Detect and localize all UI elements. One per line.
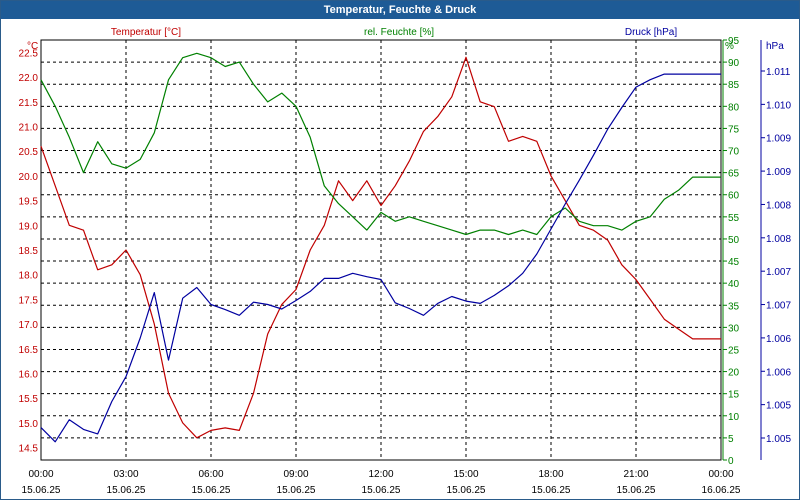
temperature-unit-label: °C bbox=[27, 41, 38, 52]
temperature-tick-label: 17.5 bbox=[19, 295, 39, 306]
humidity-tick-label: 80 bbox=[728, 102, 740, 113]
humidity-axis-title: rel. Feuchte [%] bbox=[364, 27, 434, 38]
x-tick-time: 00:00 bbox=[28, 469, 53, 480]
humidity-series-line bbox=[40, 52, 721, 236]
humidity-tick-label: 45 bbox=[728, 257, 740, 268]
humidity-tick-label: 25 bbox=[728, 345, 740, 356]
pressure-tick-label: 1.010 bbox=[766, 100, 791, 111]
temperature-tick-label: 19.0 bbox=[19, 221, 39, 232]
temperature-tick-label: 18.5 bbox=[19, 246, 39, 257]
x-tick-date: 15.06.25 bbox=[362, 485, 401, 496]
pressure-tick-label: 1.011 bbox=[766, 67, 791, 78]
temperature-axis-title: Temperatur [°C] bbox=[111, 27, 181, 38]
pressure-tick-label: 1.009 bbox=[766, 134, 791, 145]
humidity-tick-label: 85 bbox=[728, 80, 740, 91]
temperature-tick-label: 22.5 bbox=[19, 48, 39, 59]
temperature-tick-label: 19.5 bbox=[19, 197, 39, 208]
humidity-tick-label: 90 bbox=[728, 58, 740, 69]
plot-frame bbox=[40, 39, 722, 461]
pressure-tick-label: 1.007 bbox=[766, 301, 791, 312]
humidity-tick-label: 5 bbox=[728, 434, 734, 445]
temperature-tick-label: 21.5 bbox=[19, 98, 39, 109]
series bbox=[40, 52, 721, 443]
temperature-tick-label: 22.0 bbox=[19, 73, 39, 84]
temperature-tick-label: 14.5 bbox=[19, 444, 39, 455]
humidity-unit-label: % bbox=[725, 41, 734, 52]
pressure-tick-label: 1.006 bbox=[766, 334, 791, 345]
grid bbox=[41, 40, 721, 460]
humidity-tick-label: 20 bbox=[728, 368, 740, 379]
humidity-tick-label: 65 bbox=[728, 169, 740, 180]
humidity-tick-label: 75 bbox=[728, 124, 740, 135]
humidity-tick-label: 0 bbox=[728, 456, 734, 467]
x-tick-date: 15.06.25 bbox=[277, 485, 316, 496]
x-tick-date: 15.06.25 bbox=[447, 485, 486, 496]
humidity-tick-label: 30 bbox=[728, 323, 740, 334]
x-tick-date: 15.06.25 bbox=[107, 485, 146, 496]
pressure-tick-label: 1.008 bbox=[766, 200, 791, 211]
x-tick-date: 16.06.25 bbox=[702, 485, 741, 496]
x-tick-date: 15.06.25 bbox=[617, 485, 656, 496]
axes: 00:00 15.06.25 03:00 15.06.25 06:00 15.06.25 0… bbox=[19, 36, 792, 496]
pressure-tick-label: 1.005 bbox=[766, 434, 791, 445]
humidity-tick-label: 10 bbox=[728, 412, 740, 423]
pressure-unit-label: hPa bbox=[766, 41, 784, 52]
x-tick-time: 09:00 bbox=[283, 469, 308, 480]
x-tick-time: 18:00 bbox=[538, 469, 563, 480]
temperature-tick-label: 20.5 bbox=[19, 147, 39, 158]
pressure-tick-label: 1.007 bbox=[766, 267, 791, 278]
x-tick-time: 21:00 bbox=[623, 469, 648, 480]
temperature-tick-label: 18.0 bbox=[19, 271, 39, 282]
x-tick-time: 12:00 bbox=[368, 469, 393, 480]
x-tick-time: 00:00 bbox=[708, 469, 733, 480]
humidity-tick-label: 50 bbox=[728, 235, 740, 246]
pressure-tick-label: 1.006 bbox=[766, 367, 791, 378]
humidity-tick-label: 55 bbox=[728, 213, 740, 224]
temperature-series-line bbox=[40, 56, 721, 439]
x-tick-time: 15:00 bbox=[453, 469, 478, 480]
temperature-tick-label: 16.5 bbox=[19, 345, 39, 356]
temperature-tick-label: 20.0 bbox=[19, 172, 39, 183]
humidity-tick-label: 70 bbox=[728, 147, 740, 158]
humidity-tick-label: 95 bbox=[728, 36, 740, 47]
x-tick-date: 15.06.25 bbox=[532, 485, 571, 496]
pressure-tick-label: 1.009 bbox=[766, 167, 791, 178]
temperature-tick-label: 15.5 bbox=[19, 394, 39, 405]
temperature-tick-label: 16.0 bbox=[19, 370, 39, 381]
humidity-tick-label: 40 bbox=[728, 279, 740, 290]
x-tick-date: 15.06.25 bbox=[22, 485, 61, 496]
window-title: Temperatur, Feuchte & Druck bbox=[1, 1, 799, 19]
x-tick-date: 15.06.25 bbox=[192, 485, 231, 496]
temperature-tick-label: 15.0 bbox=[19, 419, 39, 430]
humidity-tick-label: 60 bbox=[728, 191, 740, 202]
temperature-tick-label: 21.0 bbox=[19, 122, 39, 133]
temperature-tick-label: 17.0 bbox=[19, 320, 39, 331]
humidity-tick-label: 15 bbox=[728, 390, 740, 401]
pressure-tick-label: 1.008 bbox=[766, 234, 791, 245]
x-tick-time: 03:00 bbox=[113, 469, 138, 480]
pressure-tick-label: 1.005 bbox=[766, 401, 791, 412]
pressure-series-line bbox=[40, 73, 721, 443]
pressure-axis-title: Druck [hPa] bbox=[625, 27, 677, 38]
humidity-tick-label: 35 bbox=[728, 301, 740, 312]
x-tick-time: 06:00 bbox=[198, 469, 223, 480]
